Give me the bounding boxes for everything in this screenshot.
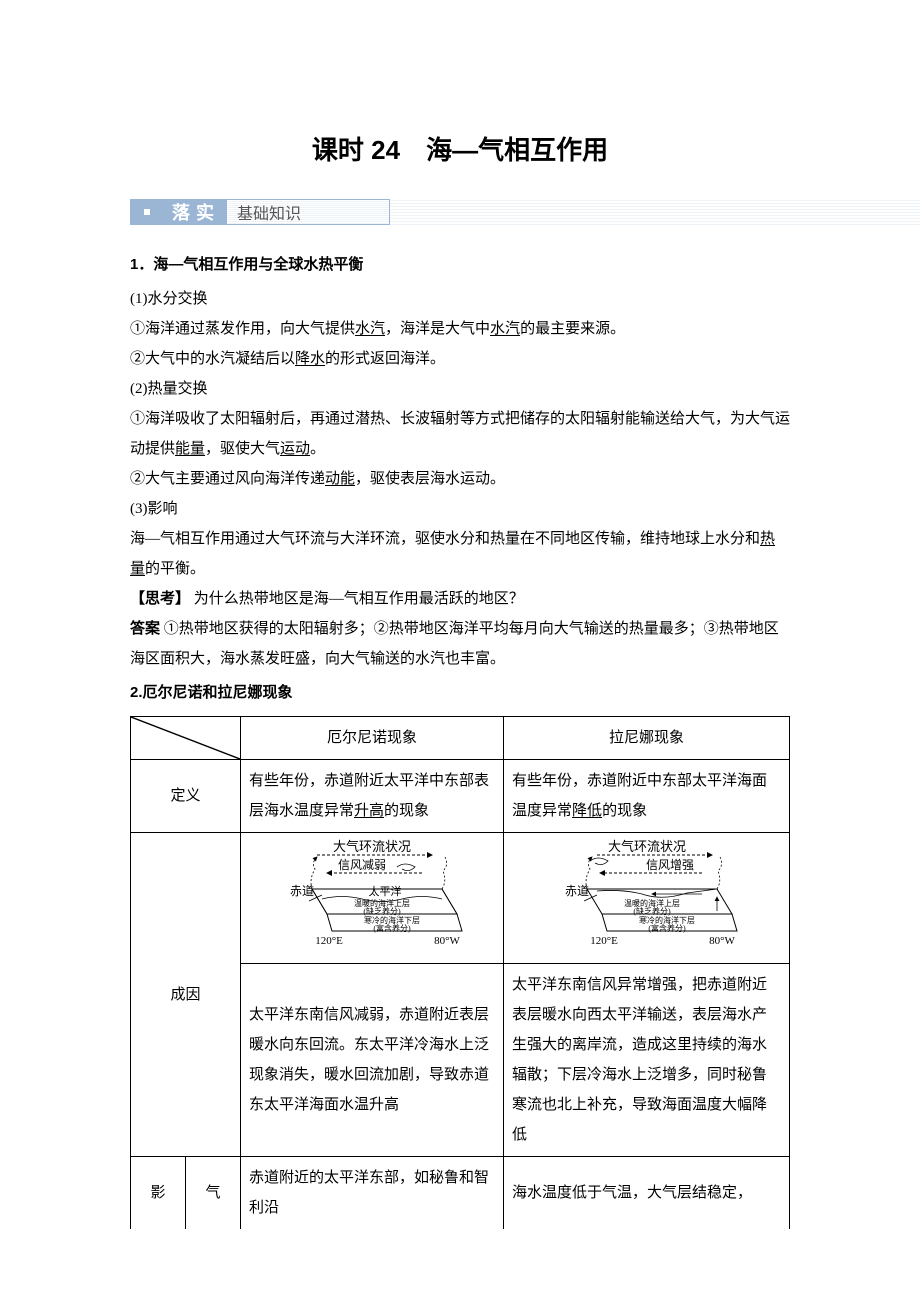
underline-text: 动能 <box>325 471 355 487</box>
banner-trail <box>390 199 920 225</box>
underline-text: 水汽 <box>355 321 385 337</box>
think-question: 为什么热带地区是海—气相互作用最活跃的地区？ <box>194 591 524 607</box>
diagram-cell-2: 大气环流状况 信风增强 赤道 温暖的海洋上层 (缺乏养分) 寒冷的海洋下层 (富… <box>504 833 790 964</box>
page-title: 课时 24 海—气相互作用 <box>130 130 790 167</box>
svg-text:赤道: 赤道 <box>565 884 589 898</box>
line-1-1-2: ②大气中的水汽凝结后以降水的形式返回海洋。 <box>130 344 790 374</box>
heading-2: 2.厄尔尼诺和拉尼娜现象 <box>130 678 790 708</box>
comparison-table: 厄尔尼诺现象 拉尼娜现象 定义 有些年份，赤道附近太平洋中东部表层海水温度异常升… <box>130 716 790 1229</box>
table-row: 定义 有些年份，赤道附近太平洋中东部表层海水温度异常升高的现象 有些年份，赤道附… <box>131 760 790 833</box>
circulation-diagram-2: 大气环流状况 信风增强 赤道 温暖的海洋上层 (缺乏养分) 寒冷的海洋下层 (富… <box>542 839 752 949</box>
underline-text: 降低 <box>572 803 602 819</box>
table-row: 影 气 赤道附近的太平洋东部，如秘鲁和智利沿 海水温度低于气温，大气层结稳定， <box>131 1157 790 1230</box>
col-header-1: 厄尔尼诺现象 <box>241 717 504 760</box>
table-row: 成因 大气环流状况 信风减弱 赤道 太平洋 <box>131 833 790 964</box>
table-row: 厄尔尼诺现象 拉尼娜现象 <box>131 717 790 760</box>
svg-text:大气环流状况: 大气环流状况 <box>333 839 411 854</box>
svg-text:120°E: 120°E <box>590 935 618 947</box>
text: 的平衡。 <box>145 561 205 577</box>
row-header-impact: 影 <box>131 1157 186 1230</box>
answer-text: ①热带地区获得的太阳辐射多；②热带地区海洋平均每月向大气输送的热量最多；③热带地… <box>130 621 779 667</box>
svg-text:太平洋: 太平洋 <box>369 884 402 898</box>
row-header-cause: 成因 <box>131 833 241 1157</box>
think-label: 【思考】 <box>130 591 190 607</box>
svg-text:信风减弱: 信风减弱 <box>338 858 386 872</box>
line-1-1-1: ①海洋通过蒸发作用，向大气提供水汽，海洋是大气中水汽的最主要来源。 <box>130 314 790 344</box>
circulation-diagram-1: 大气环流状况 信风减弱 赤道 太平洋 温暖的海洋上层 (缺乏养分) 寒冷的海洋下… <box>267 839 477 949</box>
col-header-2: 拉尼娜现象 <box>504 717 790 760</box>
svg-text:(富含养分): (富含养分) <box>648 923 686 933</box>
line-1-2-1: ①海洋吸收了太阳辐射后，再通过潜热、长波辐射等方式把储存的太阳辐射能输送给大气，… <box>130 404 790 464</box>
text: ①海洋通过蒸发作用，向大气提供 <box>130 321 355 337</box>
row-header-def: 定义 <box>131 760 241 833</box>
underline-text: 降水 <box>295 351 325 367</box>
text: 海—气相互作用通过大气环流与大洋环流，驱使水分和热量在不同地区传输，维持地球上水… <box>130 531 760 547</box>
section-banner: 落实 基础知识 <box>130 199 390 225</box>
text: ，海洋是大气中 <box>385 321 490 337</box>
line-1-3-1: 海—气相互作用通过大气环流与大洋环流，驱使水分和热量在不同地区传输，维持地球上水… <box>130 524 790 584</box>
text: ②大气主要通过风向海洋传递 <box>130 471 325 487</box>
svg-text:赤道: 赤道 <box>290 884 314 898</box>
text: 的最主要来源。 <box>520 321 625 337</box>
text: ，驱使表层海水运动。 <box>355 471 505 487</box>
cell-impact-2: 海水温度低于气温，大气层结稳定， <box>504 1157 790 1230</box>
line-1-2-2: ②大气主要通过风向海洋传递动能，驱使表层海水运动。 <box>130 464 790 494</box>
sub-1-1: (1)水分交换 <box>130 284 790 314</box>
answer-label: 答案 <box>130 621 160 637</box>
svg-text:(富含养分): (富含养分) <box>373 923 411 933</box>
svg-text:信风增强: 信风增强 <box>646 858 694 872</box>
text: 的形式返回海洋。 <box>325 351 445 367</box>
svg-text:120°E: 120°E <box>315 935 343 947</box>
cell-impact-1: 赤道附近的太平洋东部，如秘鲁和智利沿 <box>241 1157 504 1230</box>
think-block: 【思考】 为什么热带地区是海—气相互作用最活跃的地区？ <box>130 584 790 614</box>
underline-text: 水汽 <box>490 321 520 337</box>
document-page: 课时 24 海—气相互作用 落实 基础知识 1．海—气相互作用与全球水热平衡 (… <box>0 0 920 1269</box>
text: ②大气中的水汽凝结后以 <box>130 351 295 367</box>
row-header-qi: 气 <box>186 1157 241 1230</box>
text: 的现象 <box>384 803 429 819</box>
underline-text: 能量 <box>175 441 205 457</box>
body-text: (1)水分交换 ①海洋通过蒸发作用，向大气提供水汽，海洋是大气中水汽的最主要来源… <box>130 284 790 708</box>
diagram-cell-1: 大气环流状况 信风减弱 赤道 太平洋 温暖的海洋上层 (缺乏养分) 寒冷的海洋下… <box>241 833 504 964</box>
answer-block: 答案 ①热带地区获得的太阳辐射多；②热带地区海洋平均每月向大气输送的热量最多；③… <box>130 614 790 674</box>
diagonal-header <box>131 717 241 760</box>
banner-right: 基础知识 <box>226 199 390 225</box>
heading-1: 1．海—气相互作用与全球水热平衡 <box>130 253 790 274</box>
svg-text:大气环流状况: 大气环流状况 <box>608 839 686 854</box>
svg-text:80°W: 80°W <box>709 935 735 947</box>
cell-cause-1: 太平洋东南信风减弱，赤道附近表层暖水向东回流。东太平洋冷海水上泛现象消失，暖水回… <box>241 964 504 1157</box>
banner-left: 落实 <box>130 199 226 225</box>
sub-1-2: (2)热量交换 <box>130 374 790 404</box>
underline-text: 运动 <box>280 441 310 457</box>
underline-text: 升高 <box>354 803 384 819</box>
cell-def-2: 有些年份，赤道附近中东部太平洋海面温度异常降低的现象 <box>504 760 790 833</box>
cell-def-1: 有些年份，赤道附近太平洋中东部表层海水温度异常升高的现象 <box>241 760 504 833</box>
text: 的现象 <box>602 803 647 819</box>
text: 。 <box>310 441 325 457</box>
cell-cause-2: 太平洋东南信风异常增强，把赤道附近表层暖水向西太平洋输送，表层海水产生强大的离岸… <box>504 964 790 1157</box>
sub-1-3: (3)影响 <box>130 494 790 524</box>
text: ，驱使大气 <box>205 441 280 457</box>
svg-text:80°W: 80°W <box>434 935 460 947</box>
